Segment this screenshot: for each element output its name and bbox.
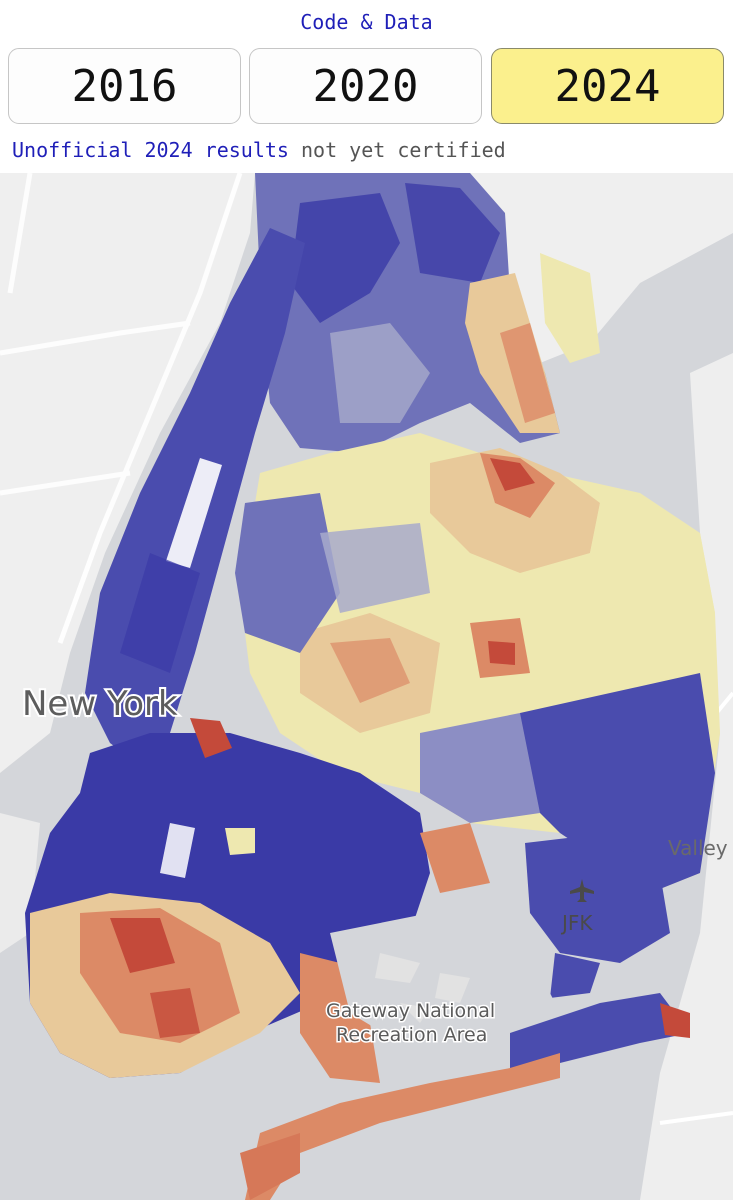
city-label: New York <box>22 684 178 724</box>
brooklyn-east-rep <box>420 823 490 893</box>
jfk-south <box>550 953 600 998</box>
park-label-line1: Gateway National <box>326 1000 495 1022</box>
year-2020-button[interactable]: 2020 <box>249 48 482 124</box>
results-status: Unofficial 2024 results not yet certifie… <box>12 138 506 162</box>
brooklyn-borough-park <box>225 828 255 855</box>
brooklyn-south-strong-rep <box>110 918 175 973</box>
edge-place-label: Valley <box>668 836 728 860</box>
prospect-park <box>160 823 195 878</box>
central-park <box>166 458 222 568</box>
map-canvas[interactable]: New York JFK Gateway National Recreation… <box>0 173 733 1200</box>
queens-west-lean-dem <box>320 523 430 613</box>
breezy-point <box>240 1133 300 1200</box>
queens-east-lean-rep <box>590 503 715 653</box>
unofficial-results-link[interactable]: Unofficial 2024 results <box>12 138 289 162</box>
election-map[interactable]: New York JFK Gateway National Recreation… <box>0 173 733 1200</box>
rockaway-east-dem <box>510 993 690 1073</box>
manhattan-midtown <box>120 553 200 673</box>
year-selector: 2016 2020 2024 <box>8 48 725 126</box>
queens-strong-rep <box>490 458 535 491</box>
certification-note: not yet certified <box>301 138 506 162</box>
bronx-core <box>290 193 400 323</box>
rockaway-peninsula <box>245 1053 560 1200</box>
rockaway-east-rep <box>660 1003 690 1038</box>
brooklyn-south-strong-rep-2 <box>150 988 200 1038</box>
queens-south-lean-dem <box>420 713 540 823</box>
bronx-west <box>405 183 500 283</box>
brooklyn-marine-park <box>300 953 380 1083</box>
queens-west-dem <box>235 493 340 653</box>
north-landmass <box>470 173 733 363</box>
year-2016-button[interactable]: 2016 <box>8 48 241 124</box>
long-island-landmass <box>640 353 733 1200</box>
brooklyn-williamsburg-rep <box>190 718 232 758</box>
airport-icon <box>570 879 594 902</box>
code-data-link[interactable]: Code & Data <box>300 10 433 34</box>
year-2024-button[interactable]: 2024 <box>491 48 724 124</box>
jfk-airport-area <box>525 833 670 963</box>
nj-roads <box>0 173 243 644</box>
bronx-northeast <box>540 253 600 363</box>
park-label-line2: Recreation Area <box>336 1024 487 1046</box>
airport-label: JFK <box>560 911 593 935</box>
bronx-gray <box>330 323 430 423</box>
bay-islands <box>375 953 470 1023</box>
queens-hotspot-core <box>488 641 515 665</box>
queens-middle-rep <box>330 638 410 703</box>
bronx-east-rep <box>500 323 555 423</box>
